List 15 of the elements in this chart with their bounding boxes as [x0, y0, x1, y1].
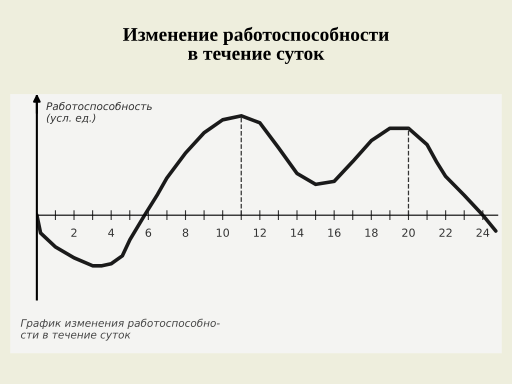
- x-tick-label: 10: [216, 228, 229, 237]
- x-tick-label: 20: [402, 228, 415, 237]
- x-tick-label: 8: [182, 228, 188, 237]
- x-tick-label: 4: [108, 228, 114, 237]
- x-tick-label: 2: [71, 228, 76, 237]
- x-tick-label: 6: [146, 228, 152, 237]
- text: График изменения работоспособно- сти в течение суток: [20, 318, 220, 341]
- x-tick-label: 22: [439, 228, 452, 237]
- x-tick-label: 24: [476, 228, 490, 237]
- x-tick-label: 12: [254, 228, 266, 237]
- chart-title: Изменение работоспособности в течение суток: [122, 26, 389, 64]
- x-tick-label: 14: [291, 228, 304, 237]
- x-tick-label: 16: [328, 228, 341, 237]
- y-axis-title: Работоспособность (усл. ед.): [46, 102, 152, 124]
- x-tick-label: 18: [365, 228, 378, 237]
